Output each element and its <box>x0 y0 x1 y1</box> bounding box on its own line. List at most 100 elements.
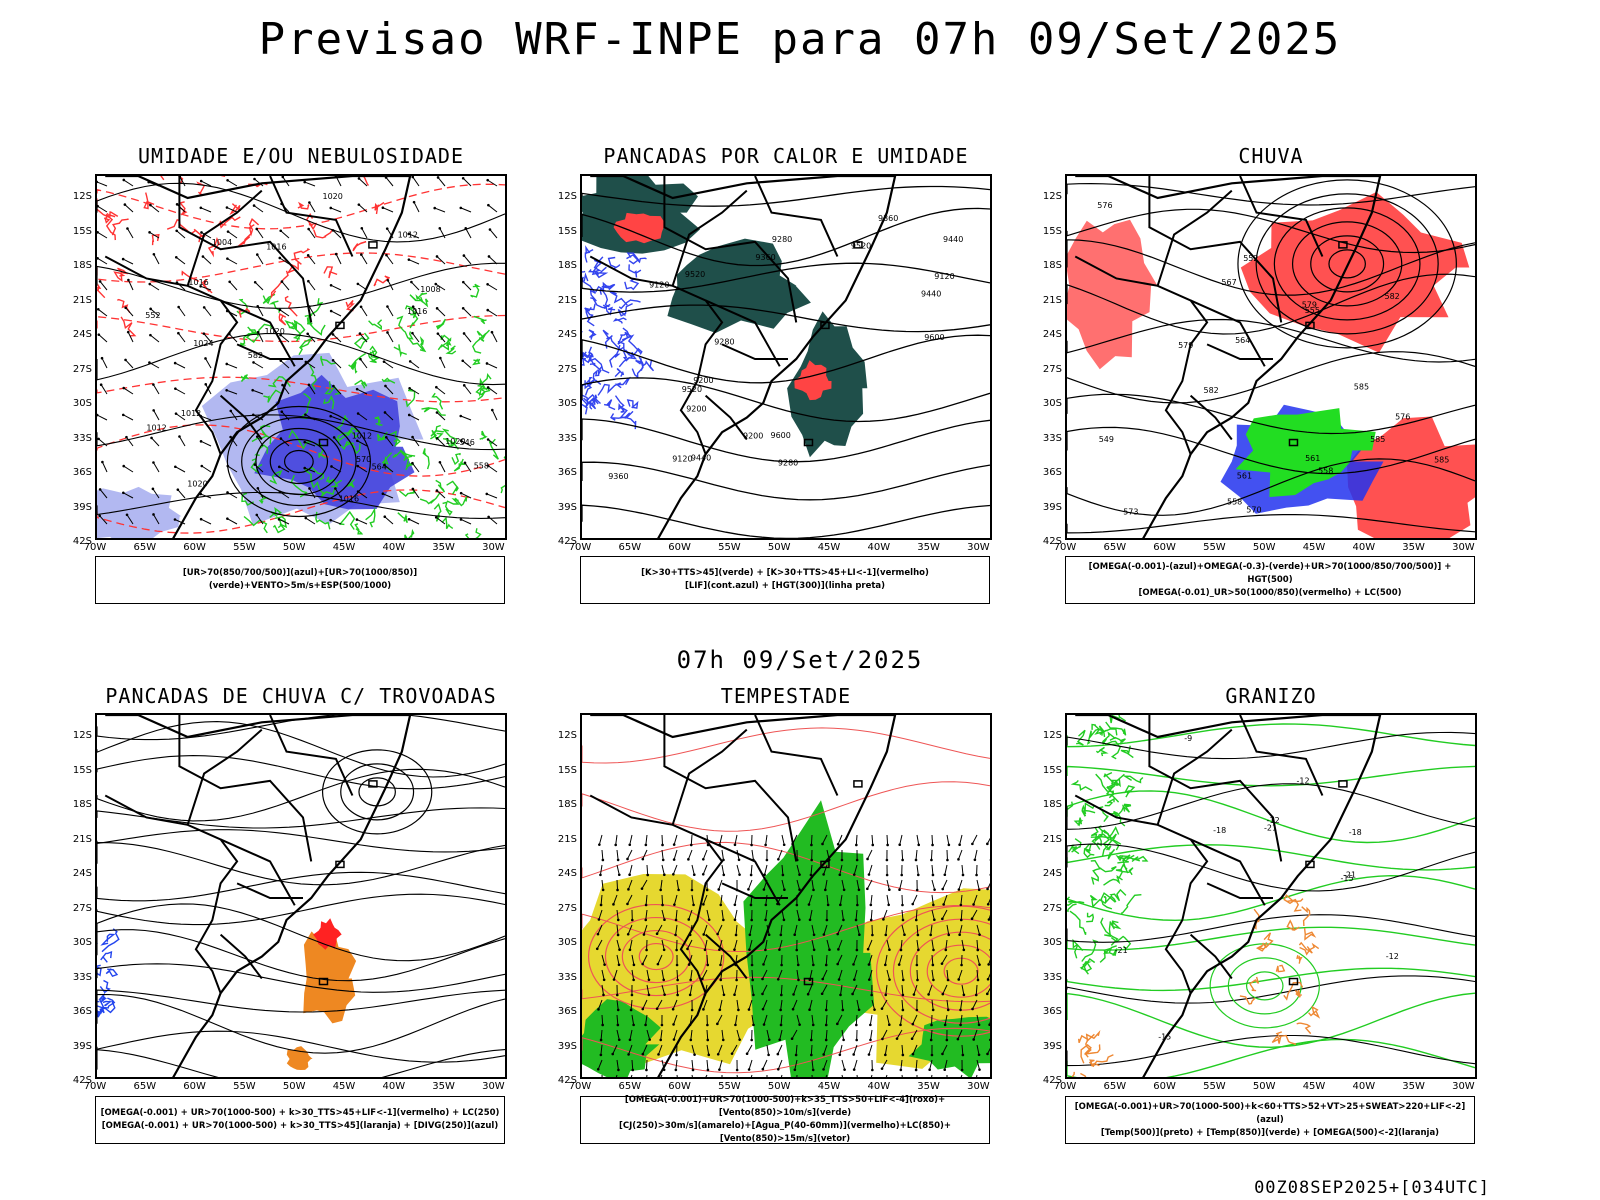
wind-vector <box>148 282 152 286</box>
low-level-humidity-line <box>374 416 383 426</box>
wind-vector <box>408 259 420 265</box>
wind-vector <box>641 1052 645 1056</box>
wind-vector <box>600 894 603 906</box>
latitude-tick-label: 24S <box>72 868 92 879</box>
pressure-contour <box>97 182 505 243</box>
wind-vector <box>901 903 904 907</box>
wind-vector <box>598 909 603 920</box>
wind-vector <box>487 515 490 519</box>
thickness-contour <box>352 241 367 252</box>
wind-vector <box>460 519 472 525</box>
wind-vector <box>916 924 919 936</box>
contour-label: 9200 <box>693 376 713 385</box>
wind-vector <box>791 1029 798 1039</box>
wind-vector <box>931 873 935 877</box>
wind-vector <box>822 873 825 876</box>
wind-vector <box>957 978 961 981</box>
wind-vector <box>630 993 634 997</box>
wind-vector <box>986 977 990 981</box>
low-level-humidity-line <box>446 497 460 505</box>
lifted-index-contour <box>635 358 644 371</box>
wind-vector <box>489 229 498 239</box>
wind-vector <box>126 514 134 525</box>
longitude-tick-label: 50W <box>1252 542 1276 553</box>
wind-vector <box>357 177 361 180</box>
wind-vector <box>436 332 440 335</box>
wind-vector <box>885 1074 888 1077</box>
longitude-tick-label: 55W <box>1203 1081 1226 1092</box>
wind-vector <box>629 834 633 845</box>
wind-vector <box>463 385 472 395</box>
wind-vector <box>855 1014 858 1026</box>
wind-vector <box>941 917 944 921</box>
wind-vector <box>229 409 233 413</box>
temp-850-contour <box>1079 958 1096 972</box>
wind-vector <box>687 963 691 966</box>
thickness-contour <box>305 213 317 231</box>
wind-vector <box>123 203 127 206</box>
latitude-tick-label: 21S <box>1042 294 1062 306</box>
contour-label: 9280 <box>772 235 792 244</box>
wind-vector <box>253 414 264 421</box>
contour-label: 9360 <box>878 214 898 223</box>
wind-vector <box>385 177 394 187</box>
temp-850-contour <box>1105 784 1120 803</box>
wind-vector <box>303 440 307 444</box>
streamline <box>97 829 505 853</box>
wind-vector <box>692 873 696 877</box>
longitude-tick-label: 65W <box>133 542 157 553</box>
wind-vector <box>356 388 368 395</box>
wind-vector <box>960 963 963 967</box>
wind-vector <box>941 887 945 891</box>
temp-850-contour <box>1069 910 1087 935</box>
wind-vector <box>991 865 992 875</box>
wind-vector <box>738 873 741 876</box>
wind-vector <box>255 253 259 256</box>
wind-vector <box>487 179 498 187</box>
wind-vector <box>971 909 978 919</box>
wind-vector <box>97 205 108 213</box>
latitude-tick-label: 36S <box>557 1006 577 1017</box>
wind-vector <box>199 206 203 210</box>
height-contour <box>582 377 990 423</box>
lifted-index-contour <box>590 297 611 309</box>
country-border <box>705 838 781 906</box>
longitude-tick-label: 55W <box>718 542 741 553</box>
wind-vector <box>252 389 264 395</box>
lake-outline <box>335 321 345 330</box>
lifted-index-contour <box>631 356 644 379</box>
wind-vector <box>356 412 360 415</box>
wind-vector <box>602 978 606 982</box>
wind-vector <box>153 514 160 525</box>
wind-vector <box>411 331 414 335</box>
wind-vector <box>987 918 990 921</box>
wind-vector <box>462 307 472 317</box>
wind-vector <box>942 1044 948 1055</box>
wind-vector <box>409 414 420 421</box>
wind-vector <box>124 204 134 213</box>
wind-vector <box>777 849 783 860</box>
wind-vector <box>598 999 603 1010</box>
wind-vector <box>691 864 695 875</box>
wind-vector <box>439 228 446 239</box>
wind-vector <box>929 1059 933 1070</box>
wind-vector <box>648 1038 651 1041</box>
wind-vector <box>252 204 256 207</box>
wind-vector <box>733 993 736 996</box>
wind-vector <box>412 462 420 473</box>
wind-vector <box>101 357 108 369</box>
low-level-humidity-line <box>421 406 446 416</box>
wind-vector <box>226 464 230 468</box>
wind-vector <box>333 385 342 395</box>
wind-vector <box>303 180 307 184</box>
country-border <box>186 728 263 826</box>
wind-vector <box>794 924 798 935</box>
wind-vector <box>490 330 494 334</box>
wind-vector <box>870 993 873 997</box>
wind-vector <box>915 888 919 892</box>
wind-vector <box>882 909 888 920</box>
wind-vector <box>718 948 721 951</box>
wind-vector <box>632 1023 635 1027</box>
wind-vector <box>853 954 858 965</box>
wind-vector <box>750 1038 753 1042</box>
